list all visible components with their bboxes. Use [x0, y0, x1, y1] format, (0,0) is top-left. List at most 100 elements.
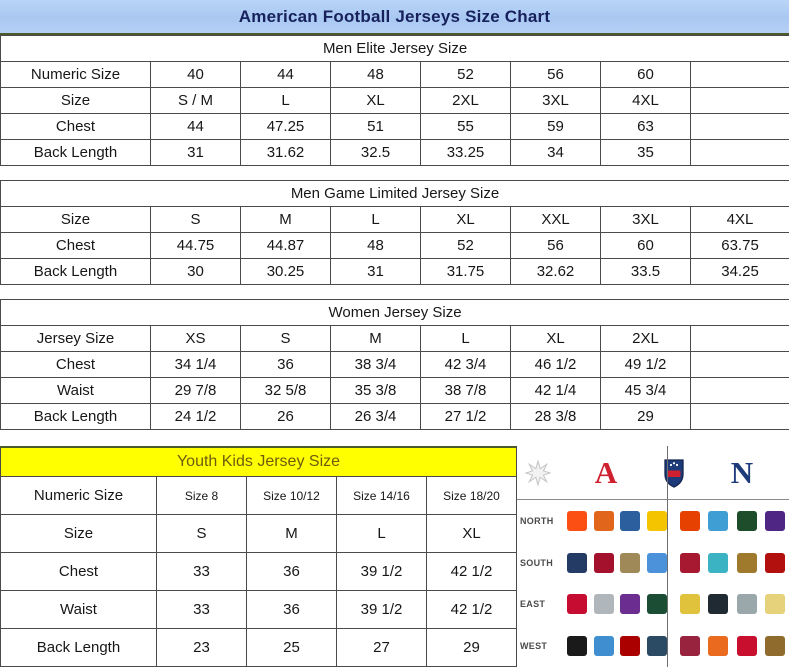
panthers-logo	[708, 594, 729, 615]
men-elite-cell: 47.25	[240, 113, 331, 141]
men-game-limited-cell: S	[150, 206, 241, 234]
table-row: Numeric Size Size 8 Size 10/12 Size 14/16 Si…	[0, 476, 518, 515]
men-elite-row-label: Back Length	[0, 139, 151, 167]
patriots-logo	[593, 594, 614, 615]
table-row: Jersey Size XS S M L XL 2XL	[0, 325, 789, 353]
afc-team-group	[564, 542, 670, 584]
youth-band: Youth Kids Jersey Size	[0, 446, 518, 477]
raiders-logo	[567, 636, 588, 657]
men-elite-cell: 44	[150, 113, 241, 141]
afc-team-group	[564, 584, 670, 626]
women-cell: L	[420, 325, 511, 353]
men-elite-cell: S / M	[150, 87, 241, 115]
men-elite-row-label: Size	[0, 87, 151, 115]
women-empty-cell	[689, 377, 789, 405]
men-game-limited-cell: 44.75	[150, 232, 241, 260]
men-game-limited-table: Men Game Limited Jersey Size Size S M L XL XX…	[0, 180, 789, 286]
men-game-limited-cell: 30.25	[240, 258, 331, 286]
nfc-team-group	[670, 500, 789, 542]
men-game-limited-cell: 60	[600, 232, 691, 260]
table-row: Chest 44 47.25 51 55 59 63	[0, 113, 789, 141]
women-cell: S	[240, 325, 331, 353]
division-row: NORTH	[517, 500, 789, 542]
table-row: Numeric Size 40 44 48 52 56 60	[0, 61, 789, 89]
men-game-limited-cell: 32.62	[510, 258, 601, 286]
texans-logo	[593, 552, 614, 573]
conference-header: A N	[517, 446, 789, 500]
men-elite-cell: 32.5	[330, 139, 421, 167]
division-label: WEST	[520, 641, 548, 652]
men-game-limited-cell: 31.75	[420, 258, 511, 286]
men-game-limited-cell: 33.5	[600, 258, 691, 286]
starburst-icon	[517, 459, 559, 486]
youth-table: Youth Kids Jersey Size Numeric Size Size …	[0, 446, 518, 667]
youth-row-label: Numeric Size	[0, 476, 157, 515]
women-cell: 24 1/2	[150, 403, 241, 431]
men-elite-cell: 3XL	[510, 87, 601, 115]
men-game-limited-cell: 30	[150, 258, 241, 286]
table-row: Size S / M L XL 2XL 3XL 4XL	[0, 87, 789, 115]
women-band-row: Women Jersey Size	[0, 299, 789, 327]
table-row: Chest 34 1/4 36 38 3/4 42 3/4 46 1/2 49 1/2	[0, 351, 789, 379]
table-row: Size S M L XL	[0, 514, 518, 553]
jets-logo	[646, 594, 667, 615]
women-cell: 45 3/4	[600, 377, 691, 405]
women-cell: 34 1/4	[150, 351, 241, 379]
women-band: Women Jersey Size	[0, 299, 789, 327]
nfl-logo-panel: A N NORTH SOUTH EAST WEST	[516, 446, 789, 667]
women-empty-cell	[689, 325, 789, 353]
women-cell: XL	[510, 325, 601, 353]
men-elite-empty-cell	[689, 139, 789, 167]
section-gap-2	[0, 285, 789, 300]
men-elite-table: Men Elite Jersey Size Numeric Size 40 44 48…	[0, 35, 789, 167]
men-elite-cell: 52	[420, 61, 511, 89]
women-cell: 28 3/8	[510, 403, 601, 431]
youth-cell: Size 18/20	[425, 476, 518, 515]
youth-cell: Size 10/12	[246, 476, 337, 515]
women-empty-cell	[689, 351, 789, 379]
dolphins-logo	[708, 552, 729, 573]
women-cell: 2XL	[600, 325, 691, 353]
youth-body: Youth Kids Jersey Size Numeric Size Size …	[0, 446, 518, 667]
page-title: American Football Jerseys Size Chart	[238, 6, 551, 26]
men-elite-cell: 31.62	[240, 139, 331, 167]
women-row-label: Back Length	[0, 403, 151, 431]
steelers-logo	[646, 510, 667, 531]
49ers-logo	[620, 636, 641, 657]
women-cell: M	[330, 325, 421, 353]
ravens-logo	[680, 594, 701, 615]
men-elite-band-row: Men Elite Jersey Size	[0, 35, 789, 63]
men-elite-body: Men Elite Jersey Size Numeric Size 40 44 48…	[0, 35, 789, 167]
colts-logo	[620, 510, 641, 531]
women-cell: 38 7/8	[420, 377, 511, 405]
youth-row-label: Size	[0, 514, 157, 553]
table-row: Back Length 23 25 27 29	[0, 628, 518, 667]
men-elite-row-label: Numeric Size	[0, 61, 151, 89]
men-game-limited-row-label: Back Length	[0, 258, 151, 286]
division-divider	[667, 500, 668, 667]
women-cell: 42 1/4	[510, 377, 601, 405]
men-elite-cell: 56	[510, 61, 601, 89]
youth-cell: 36	[246, 552, 337, 591]
men-game-limited-cell: 31	[330, 258, 421, 286]
bengals-logo	[567, 510, 588, 531]
chargers-logo	[593, 636, 614, 657]
youth-cell: 42 1/2	[425, 590, 518, 629]
conference-divider	[667, 446, 668, 499]
men-game-limited-cell: XL	[420, 206, 511, 234]
youth-table-wrap: Youth Kids Jersey Size Numeric Size Size …	[0, 446, 518, 667]
section-gap-1	[0, 166, 789, 181]
division-label: SOUTH	[520, 557, 553, 568]
men-elite-cell: 34	[510, 139, 601, 167]
cowboys-logo	[567, 552, 588, 573]
browns-logo	[593, 510, 614, 531]
youth-cell: 25	[246, 628, 337, 667]
women-cell: 38 3/4	[330, 351, 421, 379]
men-game-limited-cell: L	[330, 206, 421, 234]
women-empty-cell	[689, 403, 789, 431]
men-elite-cell: XL	[330, 87, 421, 115]
youth-cell: 23	[156, 628, 247, 667]
women-cell: 26 3/4	[330, 403, 421, 431]
afc-team-group	[564, 500, 670, 542]
youth-cell: Size 8	[156, 476, 247, 515]
